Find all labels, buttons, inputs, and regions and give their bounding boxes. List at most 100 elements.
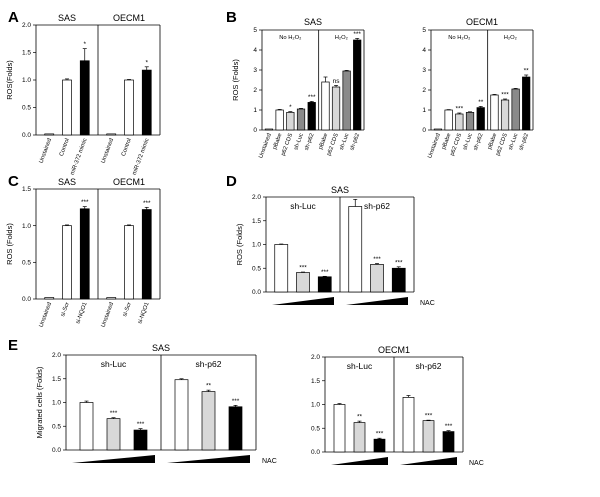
condition-label: No H₂O₂ xyxy=(279,35,301,41)
y-axis-label: ROS (Folds) xyxy=(5,223,14,265)
bar xyxy=(342,70,351,131)
group-title: sh-p62 xyxy=(364,201,390,211)
category-label: miR-372 mimic xyxy=(70,138,89,176)
category-label: pBabe xyxy=(441,133,452,151)
significance-label: ** xyxy=(478,99,484,106)
significance-label: ** xyxy=(357,414,363,421)
y-tick-label: 0.0 xyxy=(52,447,61,454)
treatment-gradient-wedge xyxy=(72,455,155,463)
bar xyxy=(141,69,152,136)
bar xyxy=(201,391,216,451)
group-title: OECM1 xyxy=(113,13,145,23)
panel-letter-c: C xyxy=(8,173,19,190)
group-title: sh-Luc xyxy=(347,361,373,371)
bar xyxy=(79,402,94,451)
bar xyxy=(133,429,148,451)
y-tick-label: 4 xyxy=(422,47,426,54)
category-label: sh-Luc xyxy=(339,133,351,151)
y-tick-label: 3 xyxy=(253,67,257,74)
bar xyxy=(124,79,134,136)
bar xyxy=(174,379,189,451)
bar xyxy=(476,107,485,131)
chart-title: SAS xyxy=(304,17,322,27)
category-label: si-NQO1 xyxy=(75,302,88,325)
category-label: Control xyxy=(121,138,133,158)
treatment-gradient-wedge xyxy=(400,457,457,465)
y-tick-label: 1.0 xyxy=(22,77,31,84)
bar xyxy=(455,113,464,131)
bar xyxy=(353,39,362,131)
y-tick-label: 1 xyxy=(253,107,257,114)
significance-label: ns xyxy=(333,78,341,85)
y-tick-label: 4 xyxy=(253,47,257,54)
y-tick-label: 1 xyxy=(422,107,426,114)
bar xyxy=(422,420,435,453)
category-label: Control xyxy=(59,138,71,158)
bar xyxy=(228,406,243,451)
condition-label: H₂O₂ xyxy=(335,35,348,41)
bar xyxy=(331,86,341,131)
y-tick-label: 0.0 xyxy=(22,296,31,303)
y-tick-label: 0.5 xyxy=(311,425,320,432)
category-label: Unstained xyxy=(101,302,116,329)
significance-label: * xyxy=(289,104,292,111)
bar xyxy=(44,133,55,136)
y-tick-label: 1.5 xyxy=(22,50,31,57)
significance-label: *** xyxy=(445,423,453,430)
treatment-gradient-wedge xyxy=(167,455,250,463)
bar xyxy=(353,422,366,453)
category-label: pBabe xyxy=(318,133,329,151)
significance-label: *** xyxy=(308,94,316,101)
panel-letter-e: E xyxy=(8,337,18,354)
bar xyxy=(321,81,330,131)
y-tick-label: 0 xyxy=(422,127,426,134)
bar xyxy=(490,94,499,131)
significance-label: ** xyxy=(206,383,212,390)
category-label: Unstained xyxy=(39,138,54,165)
category-label: miR-372 mimic xyxy=(132,138,151,176)
chart-title: OECM1 xyxy=(466,17,498,27)
y-axis-label: ROS(Folds) xyxy=(5,60,14,100)
significance-label: ** xyxy=(524,68,530,75)
category-label: pBabe xyxy=(272,133,283,151)
bar xyxy=(124,225,134,300)
category-label: sh-Luc xyxy=(508,133,520,151)
category-label: si-Scr xyxy=(60,302,71,318)
significance-label: *** xyxy=(143,200,151,207)
bar xyxy=(348,206,363,293)
bar xyxy=(62,79,72,136)
category-label: Unstained xyxy=(258,133,273,160)
category-label: si-NQO1 xyxy=(137,302,150,325)
bar xyxy=(317,276,332,293)
bar xyxy=(44,297,55,300)
bar xyxy=(500,99,510,131)
significance-label: *** xyxy=(353,31,361,38)
y-tick-label: 1.0 xyxy=(311,402,320,409)
group-title: sh-p62 xyxy=(416,361,442,371)
y-tick-label: 0.5 xyxy=(22,260,31,267)
bar xyxy=(522,76,531,131)
y-tick-label: 1.5 xyxy=(252,218,261,225)
category-label: pBabe xyxy=(487,133,498,151)
significance-label: *** xyxy=(110,410,118,417)
bar xyxy=(264,128,274,131)
treatment-gradient-wedge xyxy=(272,297,334,305)
significance-label: *** xyxy=(425,413,433,420)
significance-label: *** xyxy=(321,269,329,276)
y-tick-label: 2.0 xyxy=(252,194,261,201)
category-label: sh-p62 xyxy=(518,133,530,152)
y-tick-label: 0.5 xyxy=(52,423,61,430)
bar xyxy=(79,60,90,136)
category-label: Unstained xyxy=(101,138,116,165)
y-axis-label: ROS (Folds) xyxy=(235,223,244,265)
bar xyxy=(333,404,346,453)
y-tick-label: 1.5 xyxy=(22,186,31,193)
category-label: sh-Luc xyxy=(462,133,474,151)
y-tick-label: 2 xyxy=(422,87,426,94)
significance-label: *** xyxy=(137,421,145,428)
bar xyxy=(465,112,475,131)
bar xyxy=(391,267,406,293)
significance-label: *** xyxy=(376,431,384,438)
y-tick-label: 0.0 xyxy=(22,132,31,139)
